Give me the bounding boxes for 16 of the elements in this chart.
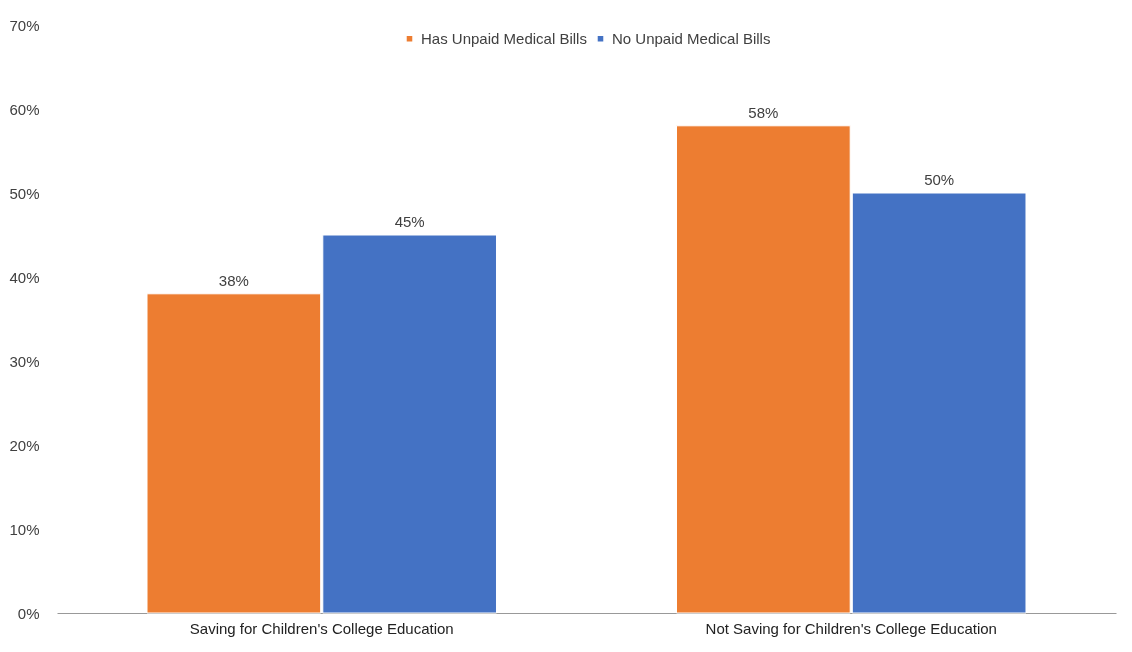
data-label: 45% — [394, 213, 425, 230]
legend-label: Has Unpaid Medical Bills — [421, 29, 587, 47]
y-tick-label: 10% — [9, 520, 40, 538]
data-label: 38% — [218, 271, 249, 289]
y-tick-label: 40% — [9, 268, 40, 286]
y-tick-label: 60% — [9, 100, 40, 118]
y-tick-label: 20% — [9, 436, 40, 454]
x-tick-label: Saving for Children's College Education — [189, 619, 454, 637]
x-tick-label: Not Saving for Children's College Education — [705, 619, 997, 637]
data-label: 58% — [748, 103, 779, 121]
y-tick-label: 70% — [9, 16, 40, 34]
legend-label: No Unpaid Medical Bills — [612, 29, 771, 47]
y-tick-label: 30% — [9, 352, 40, 370]
y-tick-label: 0% — [17, 604, 40, 622]
y-tick-label: 50% — [9, 184, 40, 202]
data-label: 50% — [924, 171, 955, 188]
